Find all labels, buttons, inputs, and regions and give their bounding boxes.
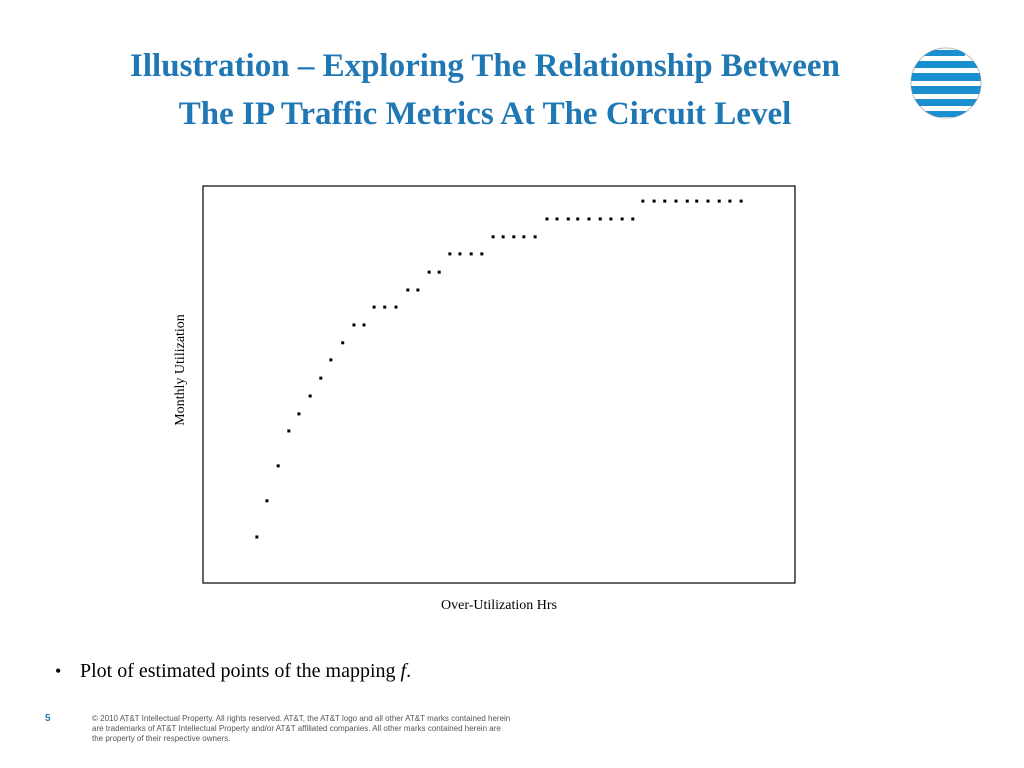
bullet-body: Plot of estimated points of the mapping [80,660,401,682]
point [458,252,462,256]
point [427,270,431,274]
point [362,323,366,327]
point [717,199,721,203]
point [598,217,602,221]
point [469,252,473,256]
point [406,288,410,292]
point [491,235,495,239]
point [297,412,301,416]
bullet-symbol: f [401,660,409,682]
point [566,217,570,221]
point [641,199,645,203]
point [652,199,656,203]
point [448,252,452,256]
point [372,305,376,309]
footer-line: © 2010 AT&T Intellectual Property. All r… [92,714,510,723]
point [512,235,516,239]
point [437,270,441,274]
point [685,199,689,203]
y-axis-label: Monthly Utilization [173,314,188,426]
point [739,199,743,203]
bullet-end: . [406,660,411,682]
bullet-text: Plot of estimated points of the mapping … [80,660,411,682]
plot-frame [202,185,796,584]
point [341,341,345,345]
point [674,199,678,203]
point [480,252,484,256]
title-line: The IP Traffic Metrics At The Circuit Le… [179,96,792,132]
point [555,217,559,221]
point [329,358,333,362]
bullet-dot: • [55,661,61,681]
point [319,376,323,380]
footer-line: the property of their respective owners. [92,734,230,743]
point [501,235,505,239]
point [695,199,699,203]
point [728,199,732,203]
point [394,305,398,309]
point [631,217,635,221]
points [255,199,743,539]
point [352,323,356,327]
point [545,217,549,221]
point [609,217,613,221]
point [308,394,312,398]
point [587,217,591,221]
x-axis-label: Over-Utilization Hrs [441,598,557,613]
point [255,535,259,539]
point [383,305,387,309]
page-number: 5 [45,713,51,724]
point [287,429,291,433]
title-line: Illustration – Exploring The Relationshi… [130,48,840,84]
logo [910,47,982,119]
point [276,464,280,468]
point [522,235,526,239]
point [706,199,710,203]
point [416,288,420,292]
point [265,499,269,503]
point [576,217,580,221]
footer-line: are trademarks of AT&T Intellectual Prop… [92,724,501,733]
point [663,199,667,203]
point [533,235,537,239]
point [620,217,624,221]
